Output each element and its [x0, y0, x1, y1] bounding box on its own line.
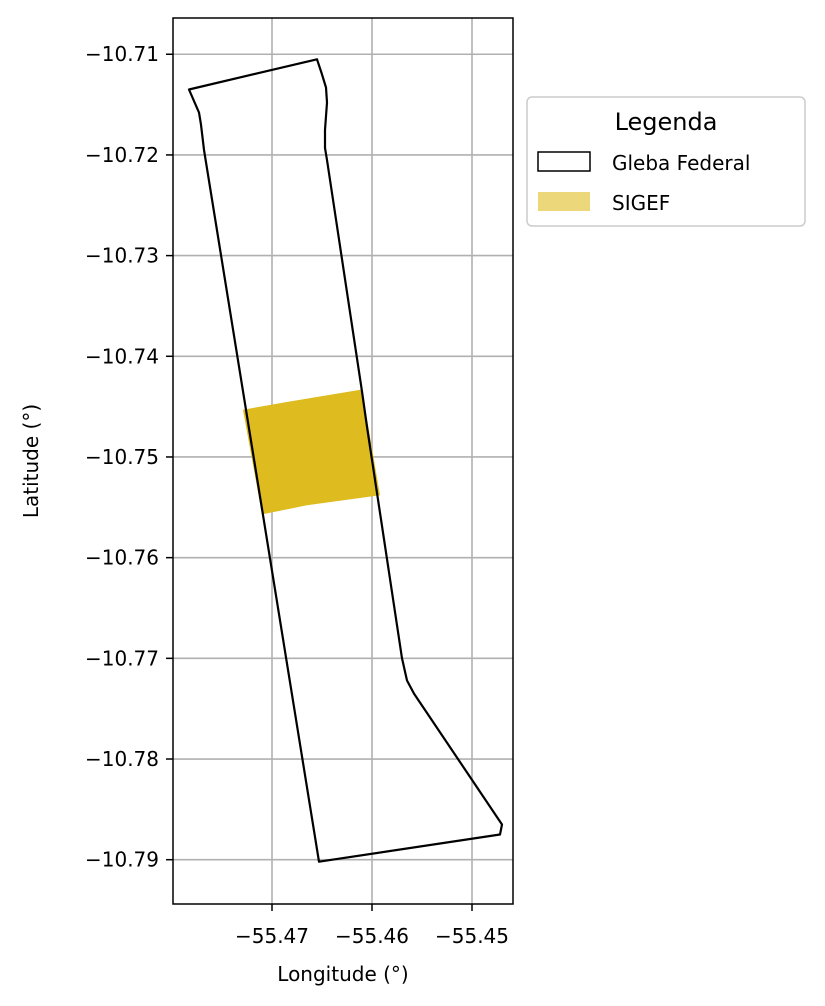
y-tick-label: −10.74 [85, 344, 159, 368]
sigef-area [243, 389, 380, 515]
y-tick-label: −10.73 [85, 244, 159, 268]
gleba-federal-outline [187, 58, 504, 863]
y-axis-label: Latitude (°) [19, 404, 43, 518]
y-tick-label: −10.78 [85, 747, 159, 771]
y-tick-label: −10.79 [85, 848, 159, 872]
x-tick-label: −55.47 [235, 924, 309, 948]
legend-label-gleba-federal: Gleba Federal [612, 151, 750, 175]
legend-title: Legenda [615, 108, 718, 136]
x-axis-label: Longitude (°) [277, 962, 408, 986]
y-tick-label: −10.77 [85, 646, 159, 670]
x-tick-label: −55.46 [335, 924, 409, 948]
y-tick-label: −10.76 [85, 546, 159, 570]
legend-swatch-gleba-federal [537, 151, 591, 172]
axis-ticks: −55.47 −55.46 −55.45 −10.71 −10.72 −10.73 −10.… [85, 42, 509, 948]
legend: Legenda Gleba Federal SIGEF [526, 96, 806, 227]
plot-data [187, 58, 504, 863]
x-tick-label: −55.45 [435, 924, 509, 948]
grid-lines [173, 18, 513, 904]
legend-frame [526, 96, 806, 227]
y-tick-label: −10.75 [85, 445, 159, 469]
y-tick-label: −10.72 [85, 143, 159, 167]
legend-label-sigef: SIGEF [612, 191, 670, 215]
y-tick-label: −10.71 [85, 42, 159, 66]
plot-frame [172, 17, 514, 905]
legend-swatch-sigef [538, 192, 590, 211]
